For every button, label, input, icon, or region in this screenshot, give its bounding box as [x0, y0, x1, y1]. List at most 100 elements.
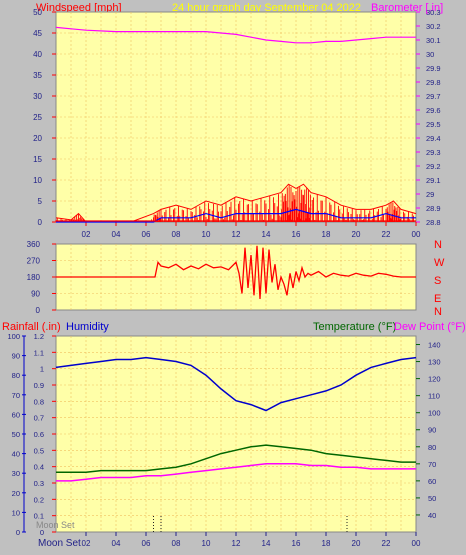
temp-x-tick-label: 14 [262, 539, 271, 548]
moon-set-label: Moon Set [38, 538, 81, 549]
baro-tick-label: 29.2 [426, 162, 441, 171]
wind-tick-label: 40 [33, 50, 42, 59]
temperature-tick-label: 40 [428, 511, 436, 520]
wind-tick-label: 45 [33, 29, 42, 38]
humidity-tick-label: 100 [7, 332, 20, 341]
rain-tick-label: 0.4 [34, 463, 44, 472]
rain-tick-label: 0.9 [34, 381, 44, 390]
temp-x-tick-label: 00 [412, 539, 421, 548]
humidity-tick-label: 90 [12, 352, 20, 361]
compass-n-top: N [434, 239, 442, 251]
temp-x-tick-label: 04 [112, 539, 121, 548]
baro-tick-label: 29.3 [426, 148, 441, 157]
windspeed-axis-title: Windspeed [mph] [36, 2, 122, 14]
compass-e: E [434, 293, 441, 305]
temperature-tick-label: 70 [428, 460, 436, 469]
humidity-tick-label: 0 [16, 528, 20, 537]
humidity-axis-title: Humidity [66, 321, 109, 333]
temp-x-tick-label: 06 [142, 539, 151, 548]
temp-x-tick-label: 12 [232, 539, 241, 548]
temperature-axis-title: Temperature (°F) [313, 321, 396, 333]
wind-x-tick-label: 08 [172, 230, 181, 239]
temp-x-tick-label: 16 [292, 539, 301, 548]
wind-x-tick-label: 14 [262, 230, 271, 239]
wind-tick-label: 0 [38, 218, 43, 227]
temperature-line [56, 444, 416, 474]
direction-tick-label: 270 [27, 257, 41, 266]
humidity-line [55, 356, 417, 412]
dewpoint-line [56, 463, 416, 482]
rain-tick-label: 1 [40, 365, 44, 374]
wind-gust-line [55, 183, 417, 223]
temperature-tick-label: 50 [428, 494, 436, 503]
rain-tick-label: 0.5 [34, 446, 44, 455]
baro-tick-label: 30.2 [426, 22, 441, 31]
humidity-tick-label: 10 [12, 508, 20, 517]
temp-x-tick-label: 02 [82, 539, 91, 548]
baro-tick-label: 28.8 [426, 218, 441, 227]
temp-x-tick-label: 08 [172, 539, 181, 548]
temp-x-tick-label: 20 [352, 539, 361, 548]
wind-tick-label: 50 [33, 8, 42, 17]
barometer-axis-title: Barometer [.in] [371, 2, 443, 14]
baro-tick-label: 29.6 [426, 106, 441, 115]
wind-x-tick-label: 22 [382, 230, 391, 239]
direction-tick-label: 90 [31, 290, 40, 299]
humidity-tick-label: 60 [12, 410, 20, 419]
humidity-tick-label: 80 [12, 371, 20, 380]
wind-tick-label: 20 [33, 134, 42, 143]
baro-tick-label: 29.8 [426, 78, 441, 87]
temp-x-tick-label: 10 [202, 539, 211, 548]
rain-tick-label: 0.2 [34, 495, 44, 504]
compass-s: S [434, 275, 441, 287]
humidity-tick-label: 40 [12, 450, 20, 459]
humidity-tick-label: 70 [12, 391, 20, 400]
wind-x-tick-label: 12 [232, 230, 241, 239]
wind-tick-label: 5 [38, 197, 43, 206]
temperature-tick-label: 60 [428, 477, 436, 486]
wind-x-tick-label: 16 [292, 230, 301, 239]
wind-tick-label: 35 [33, 71, 42, 80]
baro-tick-label: 29.4 [426, 134, 441, 143]
wind-tick-label: 15 [33, 155, 42, 164]
wind-x-tick-label: 18 [322, 230, 331, 239]
temperature-tick-label: 90 [428, 426, 436, 435]
wind-tick-label: 25 [33, 113, 42, 122]
direction-tick-label: 360 [27, 240, 41, 249]
baro-tick-label: 29.7 [426, 92, 441, 101]
temp-x-tick-label: 22 [382, 539, 391, 548]
wind-x-tick-label: 00 [412, 230, 421, 239]
direction-tick-label: 180 [27, 273, 41, 282]
baro-tick-label: 30.1 [426, 36, 441, 45]
wind-tick-label: 10 [33, 176, 42, 185]
temperature-tick-label: 80 [428, 443, 436, 452]
wind-x-tick-label: 20 [352, 230, 361, 239]
wind-tick-label: 30 [33, 92, 42, 101]
rain-tick-label: 0.8 [34, 397, 44, 406]
compass-w: W [434, 257, 445, 269]
temperature-tick-label: 110 [428, 392, 440, 401]
moon-rise-label: Moon Set [36, 520, 75, 530]
temperature-tick-label: 140 [428, 341, 441, 350]
rain-tick-label: 0.3 [34, 479, 44, 488]
dewpoint-axis-title: Dew Point (°F) [394, 321, 466, 333]
chart-title: 24 hour graph day September 04 2022 [172, 2, 361, 14]
temperature-tick-label: 100 [428, 409, 441, 418]
direction-tick-label: 0 [36, 306, 41, 315]
wind-x-tick-label: 10 [202, 230, 211, 239]
wind-direction-line [56, 245, 416, 300]
wind-x-tick-label: 04 [112, 230, 121, 239]
compass-n-bottom: N [434, 306, 442, 318]
baro-tick-label: 29.1 [426, 176, 441, 185]
humidity-tick-label: 30 [12, 469, 20, 478]
rain-tick-label: 0.7 [34, 414, 44, 423]
baro-tick-label: 28.9 [426, 204, 441, 213]
temperature-tick-label: 130 [428, 358, 441, 367]
rain-tick-label: 1.2 [34, 332, 44, 341]
barometer-line [55, 26, 416, 44]
rainfall-axis-title: Rainfall (.in) [2, 321, 61, 333]
baro-tick-label: 30.3 [426, 8, 441, 17]
rain-tick-label: 0.1 [34, 512, 44, 521]
humidity-tick-label: 50 [12, 430, 20, 439]
